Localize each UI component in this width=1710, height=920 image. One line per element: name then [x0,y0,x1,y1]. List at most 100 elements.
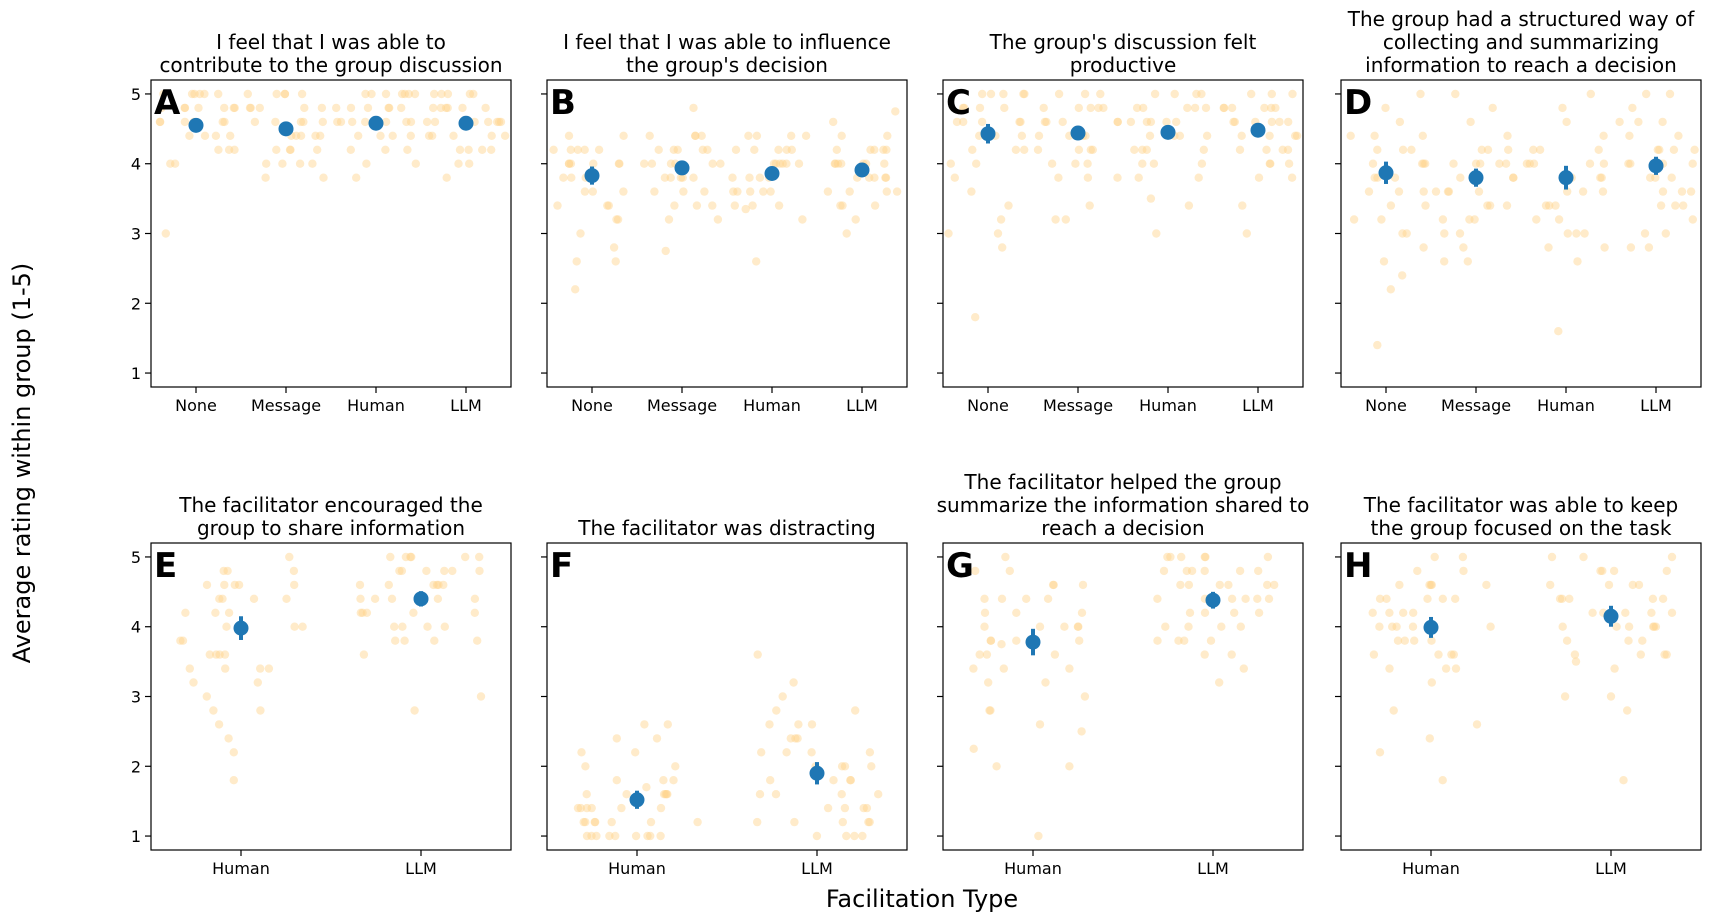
x-tick-label: Human [743,396,801,415]
y-tick-label: 3 [131,688,141,707]
data-point [567,173,576,182]
data-point [1661,229,1671,238]
data-point [355,580,365,590]
data-point [381,145,390,154]
data-point [1113,117,1122,127]
data-point [708,159,717,168]
data-point [745,173,754,182]
data-point [960,103,969,113]
data-point [1047,159,1057,168]
data-point [612,776,621,785]
mean-marker [764,165,780,181]
panel-title-line: reach a decision [1041,516,1204,540]
data-point [1130,145,1139,154]
panel-title-line: the group's decision [626,53,828,77]
data-point [1451,664,1461,673]
data-point [440,566,449,576]
data-point [1065,762,1074,771]
data-point [1558,622,1567,631]
data-point [782,748,791,757]
data-point [1488,103,1497,113]
data-point [290,580,299,590]
data-point [469,89,478,99]
data-point [230,580,239,590]
mean-marker [1468,170,1484,186]
data-point [156,117,165,127]
data-point [1477,145,1487,154]
data-point [1598,187,1608,196]
data-point [730,201,739,210]
data-point [838,201,847,210]
data-point [1200,566,1209,576]
data-point [1571,657,1581,666]
data-point [669,145,678,154]
data-point [1184,622,1193,631]
data-point [1239,664,1249,673]
data-point [286,145,295,154]
data-point [1565,594,1574,603]
data-point [1554,215,1564,224]
y-tick-label: 1 [131,827,141,846]
data-point [652,734,662,743]
data-point [837,762,847,771]
data-point [647,159,657,168]
data-point [587,831,596,841]
data-point [986,89,996,99]
data-point [1035,720,1045,729]
data-point [1624,636,1633,645]
data-point [1389,706,1398,715]
data-point [1049,580,1058,590]
data-point [358,608,367,617]
data-point [1373,340,1382,350]
data-point [481,103,490,113]
x-tick-label: None [967,396,1009,415]
data-point [757,748,766,757]
data-point [946,159,955,168]
x-tick-label: Message [1043,396,1113,415]
x-tick-label: Human [1537,396,1595,415]
data-point [1440,257,1449,266]
data-point [765,720,774,729]
data-point [566,145,575,154]
data-point [181,608,190,617]
data-point [333,117,342,127]
data-point [1074,622,1083,631]
data-point [1267,103,1276,113]
data-point [864,817,873,827]
data-point [1651,173,1660,182]
panel-title-line: I feel that I was able to [216,30,446,54]
data-point [1625,131,1634,140]
plot-frame [1340,542,1702,851]
x-axis-label: Facilitation Type [826,885,1018,913]
data-point [1153,636,1162,645]
data-point [753,817,762,827]
data-point [1509,173,1518,182]
data-point [1579,552,1588,562]
data-point [1364,187,1374,196]
panel-title-line: summarize the information shared to [937,493,1310,517]
data-point [1408,622,1418,631]
data-point [836,201,845,210]
data-point [645,131,654,140]
data-point [1455,229,1465,238]
x-tick-label: Message [251,396,321,415]
data-point [318,117,327,127]
data-point [1535,145,1545,154]
data-point [793,734,802,743]
data-point [891,107,900,116]
data-point [1153,594,1162,603]
data-point [1377,215,1386,224]
data-point [1161,622,1170,631]
data-point [689,173,698,182]
data-point [572,257,581,266]
data-point [1260,103,1269,113]
data-point [264,664,274,673]
data-point [564,159,574,168]
data-point [663,720,672,729]
data-point [1080,89,1090,99]
data-point [977,117,987,127]
data-point [1200,650,1209,659]
data-point [1502,201,1512,210]
